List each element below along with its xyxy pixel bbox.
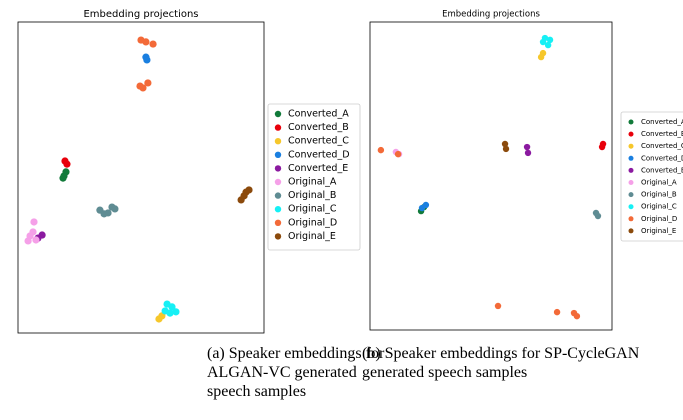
point [501,140,509,148]
point [32,236,40,244]
point [377,146,385,154]
legend-label: Converted_E [288,163,348,174]
legend-marker [274,233,282,240]
legend-label: Original_C [288,204,337,215]
point [594,212,602,220]
point [59,174,67,182]
legend-marker [628,119,634,125]
legend-label: Converted_D [641,154,683,162]
point [573,312,581,320]
caption: (b) Speaker embeddings for SP-CycleGAN g… [362,345,640,381]
legend-label: Converted_A [641,118,683,126]
legend-marker [628,155,634,161]
legend-marker [628,143,634,149]
chart-title: Embedding projections [83,9,198,20]
point [166,309,174,317]
legend-marker [274,110,282,118]
legend-label: Original_A [641,179,677,187]
caption: (a) Speaker embeddings for ALGAN-VC gene… [207,345,385,400]
legend-label: Original_B [288,190,336,201]
legend-marker [274,138,282,145]
legend-marker [274,178,282,186]
plots: Embedding projections Converted_A Converte… [17,9,683,334]
legend-marker [274,219,282,226]
point [30,218,38,226]
legend-marker [274,151,282,158]
point [598,143,606,151]
point [62,168,70,176]
legend-label: Original_A [288,177,337,188]
legend-label: Converted_B [288,122,349,133]
point [24,237,32,245]
point [144,79,152,87]
point [245,186,253,194]
legend-label: Original_C [641,203,677,211]
legend-label: Converted_E [641,166,683,174]
point [539,49,547,57]
point [494,302,502,310]
point [143,56,151,64]
legend-box [267,103,361,251]
legend-label: Converted_B [641,130,683,138]
legend-label: Original_E [288,231,336,242]
legend-marker [274,192,282,199]
point [544,41,552,49]
point [240,192,248,200]
point [172,308,180,316]
legend-marker [628,204,634,210]
legend-marker [274,206,282,213]
point [142,38,150,46]
plot-area [369,21,613,331]
point [100,210,108,218]
legend-label: Converted_C [288,136,349,147]
legend-label: Converted_A [288,109,349,120]
point [524,149,532,157]
legend-label: Original_D [641,215,677,223]
legend-marker [628,167,634,173]
legend-marker [628,216,634,222]
legend-label: Converted_C [641,142,683,150]
point [502,145,510,153]
legend-marker [628,131,634,137]
legend-label: Converted_D [288,149,350,160]
point [394,150,402,158]
point [168,303,176,311]
point [541,34,549,42]
point [546,36,554,44]
legend-marker [274,124,282,131]
point [29,228,37,236]
point [553,308,561,316]
point [63,160,71,168]
legend-label: Original_D [288,217,337,228]
legend-marker [274,165,282,172]
legend-label: Original_B [641,191,677,199]
legend-box [620,111,683,242]
point [149,40,157,48]
point [111,205,119,213]
legend-marker [628,180,634,185]
legend-marker [628,192,634,198]
point [139,84,147,92]
plot-area [17,21,265,334]
chart-title: Embedding projections [442,10,540,20]
point [523,143,531,151]
legend-label: Original_E [641,227,676,235]
legend-marker [628,228,634,234]
point [422,201,430,209]
